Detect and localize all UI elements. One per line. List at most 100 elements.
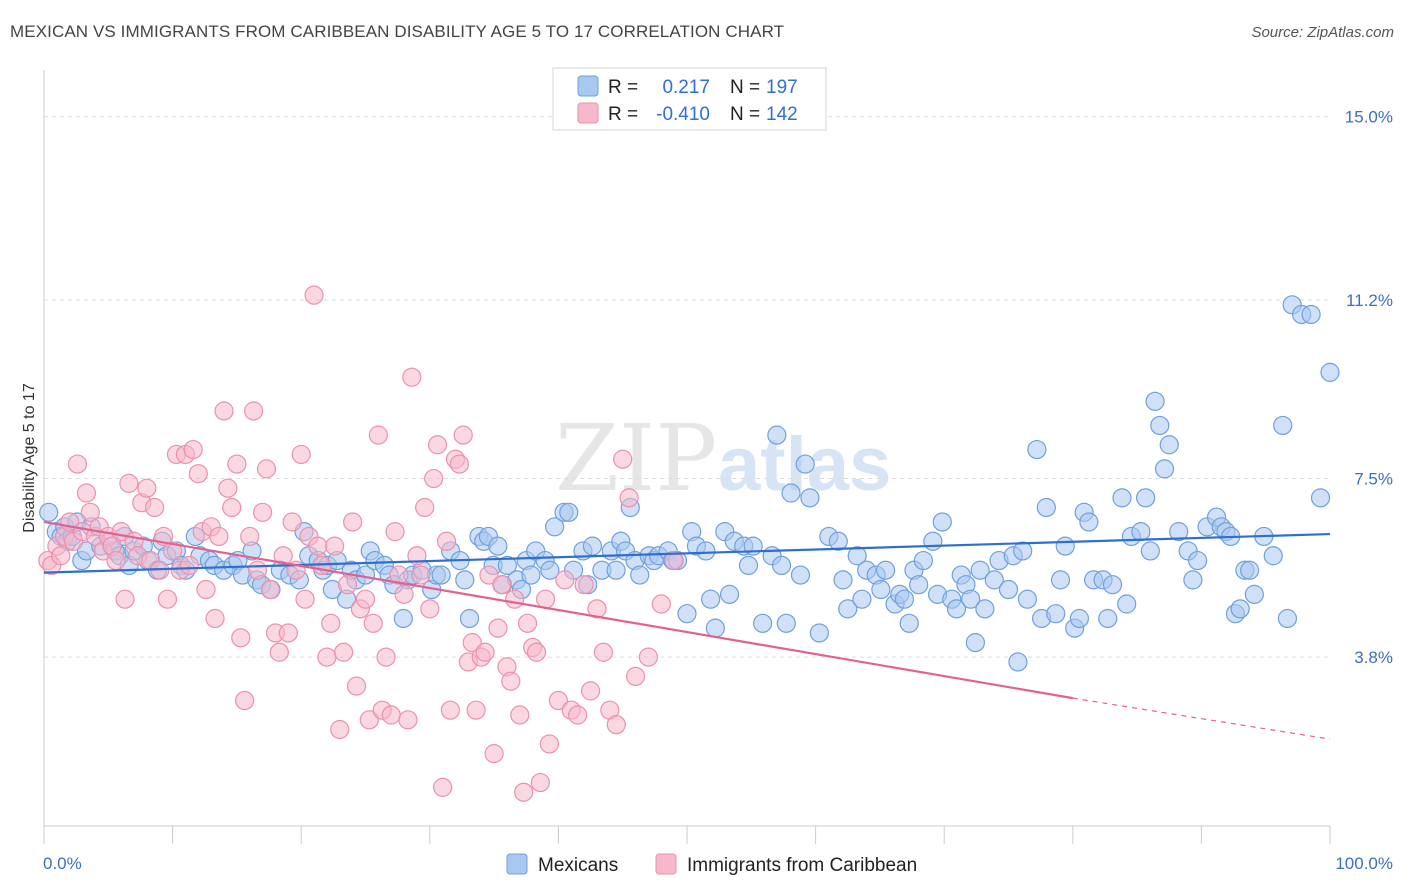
caribbean-point-125	[593, 642, 614, 662]
caribbean-point-118	[548, 690, 569, 711]
axes	[43, 70, 1331, 844]
caribbean-point-124	[587, 599, 607, 619]
caribbean-point-94	[440, 700, 460, 720]
y-tick-label-3: 15.0%	[1345, 108, 1393, 127]
mexicans-point-71	[488, 536, 508, 556]
y-axis-label: Disability Age 5 to 17	[21, 383, 38, 533]
mexicans-point-141	[923, 531, 943, 551]
caribbean-point-52	[260, 579, 280, 600]
caribbean-point-96	[449, 454, 469, 474]
caribbean-point-29	[163, 541, 183, 561]
mexicans-point-77	[521, 565, 541, 585]
watermark: ZIP atlas	[555, 405, 891, 512]
mexicans-point-159	[1027, 439, 1047, 460]
mexicans-point-107	[705, 618, 725, 638]
caribbean-point-43	[222, 497, 242, 518]
mexicans-point-128	[847, 546, 867, 566]
caribbean-point-69	[334, 642, 354, 662]
caribbean-point-50	[253, 502, 273, 522]
caribbean-point-51	[256, 459, 277, 479]
mexicans-point-181	[1154, 459, 1175, 479]
caribbean-point-127	[606, 715, 626, 735]
caribbean-point-129	[619, 488, 639, 508]
caribbean-point-16	[106, 550, 126, 571]
caribbean-point-67	[325, 536, 345, 556]
mexicans-point-157	[1013, 541, 1033, 561]
x-tick-label-1: 100.0%	[1335, 854, 1393, 873]
caribbean-point-77	[368, 425, 388, 445]
legend-n-value-1: 197	[766, 77, 798, 98]
caribbean-point-63	[308, 536, 328, 556]
mexicans-point-182	[1159, 435, 1179, 455]
mexicans-point-166	[1069, 608, 1090, 629]
mexicans-point-126	[833, 570, 853, 590]
caribbean-point-39	[205, 608, 225, 629]
caribbean-point-93	[436, 531, 457, 551]
mexicans-point-139	[909, 575, 929, 595]
caribbean-point-117	[539, 734, 559, 754]
mexicans-point-195	[1240, 560, 1260, 580]
caribbean-point-60	[295, 589, 315, 609]
caribbean-point-92	[433, 777, 453, 797]
legend-r-label-1: R =	[608, 77, 638, 98]
chart-source: Source: ZipAtlas.com	[1251, 24, 1394, 41]
mexicans-point-158	[1017, 589, 1038, 609]
mexicans-point-114	[753, 613, 773, 633]
legend-r-label-2: R =	[608, 104, 638, 125]
caribbean-point-19	[119, 473, 139, 493]
caribbean-point-81	[385, 522, 405, 542]
mexicans-point-196	[1244, 584, 1264, 604]
mexicans-point-80	[540, 560, 560, 580]
caribbean-point-59	[291, 444, 311, 465]
legend-series-swatch-caribbean	[655, 853, 677, 875]
mexicans-point-136	[894, 589, 915, 609]
caribbean-point-56	[278, 623, 298, 643]
caribbean-point-54	[269, 642, 289, 662]
caribbean-point-108	[501, 671, 521, 691]
caribbean-point-119	[555, 570, 575, 590]
mexicans-point-180	[1150, 415, 1170, 436]
chart-title: MEXICAN VS IMMIGRANTS FROM CARIBBEAN DIS…	[10, 22, 785, 41]
mexicans-point-122	[800, 488, 820, 508]
caribbean-point-91	[427, 435, 448, 455]
caribbean-point-80	[381, 705, 401, 725]
mexicans-point-156	[1008, 652, 1028, 672]
y-tick-label-2: 11.2%	[1346, 291, 1393, 310]
caribbean-point-68	[330, 719, 350, 740]
caribbean-point-74	[355, 589, 376, 609]
mexicans-point-105	[696, 541, 716, 561]
caribbean-point-41	[214, 401, 234, 421]
mexicans-point-172	[1102, 575, 1123, 595]
mexicans-point-129	[852, 589, 872, 609]
mexicans-point-121	[795, 454, 815, 474]
caribbean-point-79	[376, 647, 396, 667]
mexicans-point-163	[1050, 570, 1071, 590]
x-tick-label-0: 0.0%	[43, 854, 82, 873]
caribbean-point-49	[247, 560, 268, 580]
mexicans-point-133	[875, 560, 896, 580]
mexicans-point-179	[1145, 391, 1165, 411]
mexicans-point-116	[767, 425, 787, 445]
caribbean-point-121	[568, 705, 588, 725]
mexicans-point-198	[1263, 546, 1283, 566]
legend-swatch-blue	[577, 75, 599, 97]
caribbean-point-48	[244, 401, 264, 421]
caribbean-point-34	[183, 439, 203, 460]
legend-r-value-1: 0.217	[662, 77, 710, 98]
mexicans-point-102	[677, 604, 697, 624]
caribbean-point-45	[231, 628, 251, 648]
mexicans-point-151	[975, 599, 995, 619]
caribbean-point-44	[227, 454, 247, 474]
mexicans-point-140	[913, 550, 933, 571]
caribbean-point-131	[638, 647, 659, 667]
caribbean-point-116	[535, 589, 556, 609]
mexicans-point-162	[1046, 604, 1066, 624]
legend-series-label-mexicans: Mexicans	[538, 855, 618, 876]
legend-series-swatch-mexicans	[506, 853, 528, 875]
mexicans-point-132	[871, 579, 891, 600]
legend-swatch-pink	[577, 102, 599, 124]
mexicans-point-66	[459, 608, 480, 629]
caribbean-point-114	[526, 642, 547, 662]
mexicans-point-117	[771, 555, 792, 576]
mexicans-point-183	[1169, 522, 1189, 542]
